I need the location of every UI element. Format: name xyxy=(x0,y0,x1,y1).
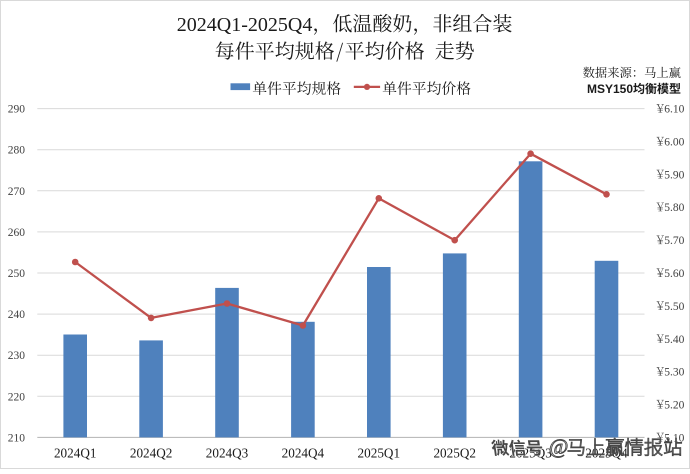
svg-text:2025Q2: 2025Q2 xyxy=(433,445,476,460)
svg-text:250: 250 xyxy=(8,268,26,280)
svg-text:6.10: 6.10 xyxy=(664,104,684,116)
svg-text:5.70: 5.70 xyxy=(664,235,684,247)
svg-text:5.80: 5.80 xyxy=(664,202,684,214)
svg-text:5.30: 5.30 xyxy=(664,367,684,379)
svg-text:2025Q1: 2025Q1 xyxy=(358,445,401,460)
svg-text:2024Q2: 2024Q2 xyxy=(130,445,173,460)
svg-text:290: 290 xyxy=(8,104,26,116)
svg-text:5.20: 5.20 xyxy=(664,400,684,412)
svg-text:2024Q1-2025Q4: 2024Q1-2025Q4 xyxy=(177,14,313,36)
svg-text:280: 280 xyxy=(8,145,26,157)
svg-text:6.00: 6.00 xyxy=(664,137,684,149)
svg-text:230: 230 xyxy=(8,350,26,362)
svg-text:270: 270 xyxy=(8,186,26,198)
svg-text:5.40: 5.40 xyxy=(664,334,684,346)
svg-text:5.60: 5.60 xyxy=(664,268,684,280)
svg-text:5.50: 5.50 xyxy=(664,301,684,313)
svg-text:260: 260 xyxy=(8,227,26,239)
svg-text:2024Q4: 2024Q4 xyxy=(282,445,325,460)
svg-text:5.90: 5.90 xyxy=(664,169,684,181)
svg-text:2024Q1: 2024Q1 xyxy=(54,445,97,460)
svg-text:220: 220 xyxy=(8,391,26,403)
svg-text:MSY150: MSY150 xyxy=(587,82,633,96)
svg-text:2024Q3: 2024Q3 xyxy=(206,445,249,460)
svg-text:@: @ xyxy=(549,435,568,459)
svg-text:240: 240 xyxy=(8,309,26,321)
svg-text:210: 210 xyxy=(8,432,26,444)
